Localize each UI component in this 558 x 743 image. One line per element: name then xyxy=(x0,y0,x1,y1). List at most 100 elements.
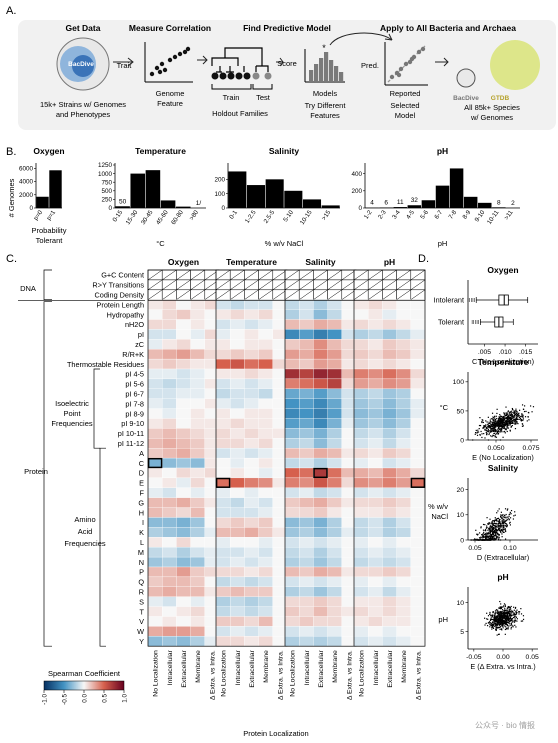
scatter-point xyxy=(504,425,506,427)
panel-d-xlabel: D (Extracellular) xyxy=(477,553,529,562)
heatmap-cell xyxy=(215,636,231,647)
heatmap-cell xyxy=(215,349,231,360)
heatmap-cell xyxy=(410,487,426,498)
prediction-dots xyxy=(389,46,426,80)
scatter-point xyxy=(515,419,517,422)
heatmap-cell xyxy=(353,596,369,607)
heatmap-cell xyxy=(190,438,205,449)
heatmap-cell xyxy=(353,438,369,449)
scatter-point xyxy=(504,529,507,531)
scatter-point xyxy=(510,628,512,630)
heatmap-cell xyxy=(147,319,163,330)
heatmap-cell xyxy=(313,527,328,538)
x-tick-label: >15 xyxy=(321,209,333,222)
scatter-point xyxy=(498,539,500,541)
heatmap-cell xyxy=(230,576,245,587)
scatter-point xyxy=(506,624,509,627)
scatter-point xyxy=(501,615,504,617)
heatmap-cell xyxy=(353,527,369,538)
scatter-point xyxy=(503,615,505,617)
y-tick-label: 750 xyxy=(101,179,112,186)
scatter-point xyxy=(515,412,517,414)
scatter-point xyxy=(494,612,496,614)
scatter-point xyxy=(495,623,497,625)
heatmap-cell xyxy=(327,309,342,320)
heatmap-cell xyxy=(396,487,411,498)
heatmap-cell xyxy=(368,507,383,518)
heatmap-cell xyxy=(410,329,426,340)
bacdive-small-circle xyxy=(456,68,476,88)
scatter-point xyxy=(485,420,487,422)
scatter-point xyxy=(495,525,497,527)
heatmap-cell xyxy=(190,596,205,607)
scatter-point xyxy=(497,620,500,622)
scatter-point xyxy=(494,621,496,623)
panel-d-title: Oxygen xyxy=(487,265,518,275)
scatter-point xyxy=(493,424,495,427)
scatter-point xyxy=(475,429,477,432)
scatter-point xyxy=(513,419,515,421)
heatmap-cell xyxy=(368,487,383,498)
heatmap-cell xyxy=(162,547,177,558)
scatter-point xyxy=(508,419,510,421)
heatmap-cell xyxy=(147,398,163,409)
scatter-point xyxy=(522,615,525,617)
scatter-point xyxy=(508,608,510,610)
scatter-point xyxy=(501,530,504,532)
scatter-point xyxy=(492,533,494,535)
heatmap-cell xyxy=(190,349,205,360)
scatter-point xyxy=(512,625,514,627)
heatmap-row-label: pI 5-6 xyxy=(125,380,144,389)
heatmap-cell xyxy=(147,596,163,607)
heatmap-col-label: Extracellular xyxy=(249,649,256,687)
scatter-point xyxy=(505,406,507,408)
scatter-point xyxy=(492,539,494,541)
scatter-point xyxy=(499,415,502,417)
scatter-point xyxy=(518,414,520,416)
tree-leaf xyxy=(211,72,219,80)
scatter-point xyxy=(497,621,499,623)
scatter-point xyxy=(484,539,486,541)
scatter-point xyxy=(498,615,500,617)
scatter-point xyxy=(499,626,501,628)
heatmap-col-label: Extracellular xyxy=(318,649,325,687)
heatmap-cell xyxy=(410,388,426,399)
heatmap-cell xyxy=(284,467,300,479)
pred-label: Pred. xyxy=(361,61,379,70)
heatmap-cell xyxy=(284,428,300,439)
histogram-bar xyxy=(160,200,176,208)
scatter-point xyxy=(496,612,498,614)
heatmap-cell xyxy=(368,566,383,578)
scatter-point xyxy=(504,621,506,623)
heatmap-cell xyxy=(162,616,177,627)
scatter-point xyxy=(481,419,483,421)
scatter-point xyxy=(520,620,522,622)
scatter-point xyxy=(503,427,505,429)
best-model-star: * xyxy=(322,43,326,53)
x-tick-label: 1-2 xyxy=(363,209,374,221)
scatter-point xyxy=(512,614,514,616)
scatter-point xyxy=(495,612,497,614)
scatter-point xyxy=(487,618,489,620)
heatmap-cell xyxy=(382,477,397,488)
scatter-point xyxy=(495,537,497,539)
heatmap-cell xyxy=(410,349,426,360)
heatmap-cell xyxy=(353,448,369,459)
scatter-point xyxy=(501,422,503,424)
scatter-point xyxy=(491,621,494,623)
heatmap-cell xyxy=(410,566,426,578)
heatmap-block-frame xyxy=(353,269,426,647)
scatter-point xyxy=(512,518,515,520)
scatter-point xyxy=(495,519,497,521)
scatter-point xyxy=(515,413,517,416)
scatter-point xyxy=(503,613,505,615)
heatmap-highlight xyxy=(215,477,231,488)
scatter-point xyxy=(485,535,487,538)
heatmap-col-label: No Localization xyxy=(359,650,366,697)
scatter-point xyxy=(526,420,528,422)
pred-dot xyxy=(416,49,422,55)
scatter-point xyxy=(498,521,501,524)
scatter-point xyxy=(482,535,485,538)
heatmap-cell-hatch xyxy=(410,279,426,291)
